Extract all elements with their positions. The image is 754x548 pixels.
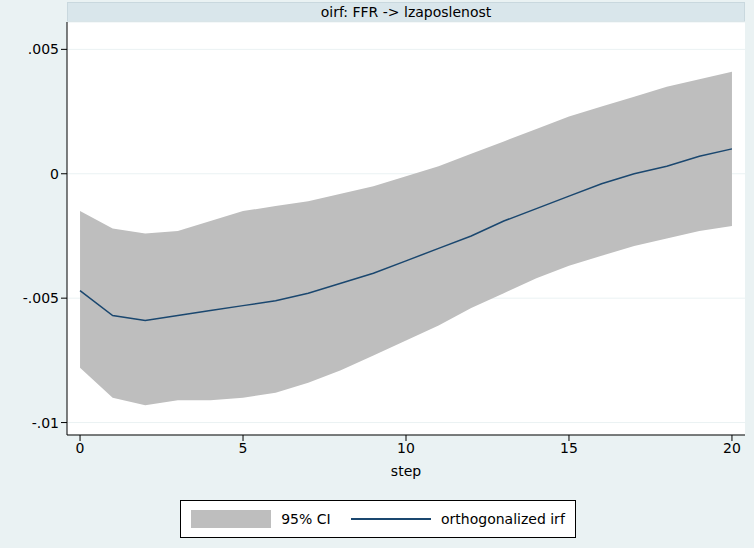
- svg-text:5: 5: [239, 440, 248, 456]
- svg-text:0: 0: [50, 166, 59, 182]
- svg-text:-.01: -.01: [32, 415, 59, 431]
- svg-text:-.005: -.005: [23, 290, 59, 306]
- html-text:95% CI: 95% CI: [281, 511, 331, 527]
- svg-text:0: 0: [76, 440, 85, 456]
- svg-text:step: step: [391, 463, 421, 479]
- svg-text:15: 15: [560, 440, 578, 456]
- svg-text:20: 20: [723, 440, 741, 456]
- svg-text:.005: .005: [28, 41, 59, 57]
- html-text:orthogonalized irf: orthogonalized irf: [441, 511, 565, 527]
- html-text:oirf: FFR -> lzaposlenost: oirf: FFR -> lzaposlenost: [320, 4, 492, 20]
- svg-text:10: 10: [397, 440, 415, 456]
